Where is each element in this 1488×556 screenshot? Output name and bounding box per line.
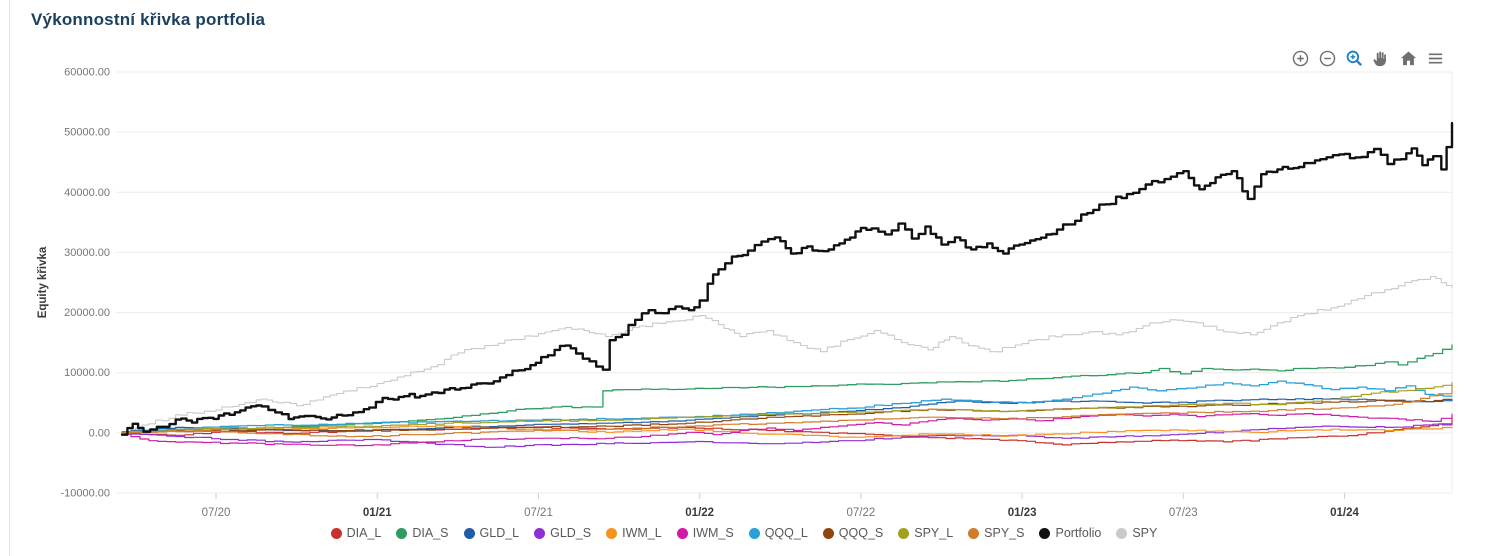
legend-item-IWM_L[interactable]: IWM_L: [606, 526, 662, 540]
legend-label: DIA_S: [412, 526, 449, 540]
series-line-QQQ_L: [121, 380, 1453, 434]
legend-dot-GLD_L: [463, 527, 475, 539]
y-axis-tick-label: 30000.00: [64, 247, 110, 259]
legend-item-QQQ_L[interactable]: QQQ_L: [748, 526, 808, 540]
legend-dot-DIA_S: [396, 527, 408, 539]
legend-item-DIA_S[interactable]: DIA_S: [396, 526, 449, 540]
legend-label: SPY_L: [914, 526, 954, 540]
series-line-Portfolio: [120, 121, 1454, 436]
legend-label: IWM_L: [622, 526, 662, 540]
legend-dot-GLD_S: [534, 527, 546, 539]
panel-left-divider: [9, 0, 10, 556]
y-axis-title: Equity křivka: [37, 246, 49, 318]
menu-icon: [1428, 53, 1443, 64]
y-axis-tick-label: 50000.00: [64, 127, 110, 139]
x-axis-tick-label: 07/21: [524, 507, 553, 519]
zoom-in-icon: [1292, 50, 1309, 67]
legend-item-SPY[interactable]: SPY: [1116, 526, 1157, 540]
menu-button[interactable]: [1425, 48, 1446, 69]
x-axis-tick-label: 07/20: [202, 507, 231, 519]
x-axis-tick-label: 01/21: [363, 507, 392, 519]
x-axis-tick-label: 01/22: [685, 507, 714, 519]
x-axis-tick-label: 01/23: [1008, 507, 1037, 519]
legend-item-Portfolio[interactable]: Portfolio: [1039, 526, 1101, 540]
zoom-in-button[interactable]: [1290, 48, 1311, 69]
legend-dot-SPY_L: [898, 527, 910, 539]
legend-label: SPY_S: [984, 526, 1025, 540]
legend-item-QQQ_S[interactable]: QQQ_S: [822, 526, 884, 540]
x-axis-tick-label: 01/24: [1330, 507, 1359, 519]
legend-item-GLD_L[interactable]: GLD_L: [463, 526, 520, 540]
legend-dot-DIA_L: [330, 527, 342, 539]
y-axis-tick-label: 60000.00: [64, 67, 110, 79]
zoom-selection-icon: [1346, 50, 1362, 66]
legend-label: GLD_S: [550, 526, 592, 540]
series-line-DIA_S: [121, 344, 1453, 434]
series-line-SPY: [121, 275, 1453, 435]
series-line-IWM_S: [121, 413, 1453, 447]
page-title: Výkonnostní křivka portfolia: [31, 10, 266, 29]
legend-label: Portfolio: [1055, 526, 1102, 540]
zoom-out-button[interactable]: [1317, 48, 1338, 69]
chart-toolbar: [1290, 48, 1446, 69]
legend-label: QQQ_L: [764, 526, 808, 540]
legend-item-IWM_S[interactable]: IWM_S: [676, 526, 734, 540]
legend-item-SPY_L[interactable]: SPY_L: [898, 526, 953, 540]
pan-hand-icon: [1373, 51, 1386, 67]
legend-dot-QQQ_L: [748, 527, 760, 539]
series-line-DIA_L: [121, 416, 1453, 446]
legend-dot-QQQ_S: [822, 527, 834, 539]
legend-label: SPY: [1132, 526, 1158, 540]
y-axis-tick-label: 20000.00: [64, 307, 110, 319]
y-axis-tick-label: 10000.00: [64, 367, 110, 379]
legend-item-DIA_L[interactable]: DIA_L: [330, 526, 382, 540]
legend-label: QQQ_S: [838, 526, 884, 540]
legend-dot-IWM_L: [606, 527, 618, 539]
home-button[interactable]: [1398, 48, 1419, 69]
legend-dot-SPY_S: [968, 527, 980, 539]
pan-button[interactable]: [1371, 48, 1392, 69]
home-icon: [1400, 51, 1417, 66]
legend-dot-Portfolio: [1039, 527, 1051, 539]
x-axis-tick-label: 07/22: [846, 507, 875, 519]
y-axis-tick-label: 0.00: [89, 427, 110, 439]
legend-label: DIA_L: [346, 526, 382, 540]
y-axis-tick-label: -10000.00: [60, 488, 110, 500]
legend-label: GLD_L: [479, 526, 520, 540]
y-axis-tick-label: 40000.00: [64, 187, 110, 199]
legend-item-GLD_S[interactable]: GLD_S: [534, 526, 591, 540]
legend-dot-IWM_S: [676, 527, 688, 539]
legend-dot-SPY: [1116, 527, 1128, 539]
zoom-out-icon: [1319, 50, 1336, 67]
series-line-IWM_L: [121, 425, 1453, 438]
chart-legend: DIA_L DIA_S GLD_L GLD_S IWM_L IWM_S QQQ_L QQQ_S…: [0, 526, 1488, 540]
series-line-SPY_S: [121, 384, 1453, 438]
legend-label: IWM_S: [692, 526, 734, 540]
series-line-QQQ_S: [121, 398, 1453, 434]
x-axis-tick-label: 07/23: [1169, 507, 1198, 519]
series-line-SPY_L: [121, 382, 1453, 433]
legend-item-SPY_S[interactable]: SPY_S: [968, 526, 1024, 540]
zoom-selection-button[interactable]: [1344, 48, 1365, 69]
